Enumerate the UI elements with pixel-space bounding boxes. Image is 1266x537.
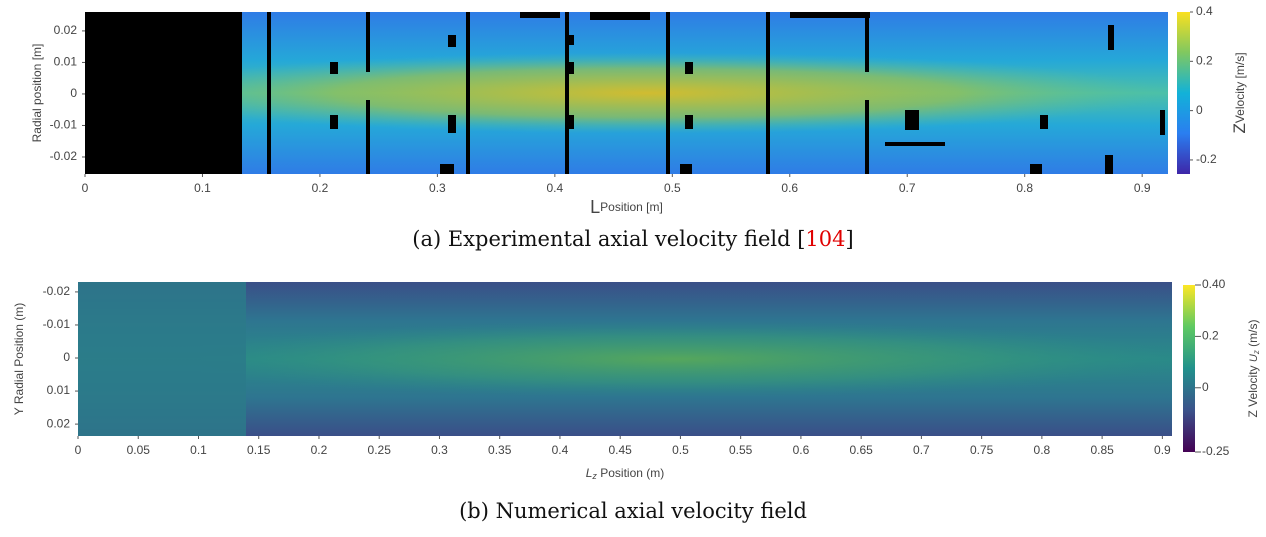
y-tick-label: -0.01 xyxy=(50,118,78,132)
x-tick-label: 0.7 xyxy=(899,181,916,195)
x-tick-label: 0.25 xyxy=(368,443,392,457)
x-tick-label: 0.65 xyxy=(849,443,873,457)
y-tick-label: 0 xyxy=(70,86,77,100)
y-tick-label: -0.02 xyxy=(43,284,71,298)
colorbar-label-subscript: z xyxy=(1252,350,1261,355)
colorbar-tick-label: -0.25 xyxy=(1202,444,1230,458)
x-tick-label: 0.85 xyxy=(1090,443,1114,457)
y-tick-label: -0.02 xyxy=(50,149,78,163)
colorbar-b xyxy=(1183,285,1195,452)
colorbar-label: ZVelocity [m/s] xyxy=(1230,52,1249,133)
colorbar-label-prefix: Z Velocity xyxy=(1246,362,1260,417)
caption: (a) Experimental axial velocity field [1… xyxy=(412,227,853,251)
x-tick-label: 0.4 xyxy=(552,443,569,457)
x-tick-label: 0.8 xyxy=(1016,181,1033,195)
x-tick-label: 0 xyxy=(82,181,89,195)
y-axis-label: Y Radial Position (m) xyxy=(12,303,26,416)
x-tick-label: 0.9 xyxy=(1134,181,1151,195)
x-tick-label: 0.5 xyxy=(664,181,681,195)
x-axis-symbol: L xyxy=(590,197,600,217)
x-tick-label: 0.35 xyxy=(488,443,512,457)
x-tick-label: 0.6 xyxy=(781,181,798,195)
citation: 104 xyxy=(805,227,845,251)
x-tick-label: 0.15 xyxy=(247,443,271,457)
colorbar-label-text: (m/s) xyxy=(1246,320,1260,351)
field-a xyxy=(85,12,1168,174)
x-tick-label: 0.4 xyxy=(547,181,564,195)
x-tick-label: 0.6 xyxy=(793,443,810,457)
colorbar-tick-label: 0.2 xyxy=(1202,329,1219,343)
colorbar-label-text: Velocity [m/s] xyxy=(1233,52,1247,123)
y-axis-label: Radial position [m] xyxy=(30,44,44,143)
x-tick-label: 0.3 xyxy=(429,181,446,195)
x-tick-label: 0.1 xyxy=(190,443,207,457)
field-b xyxy=(78,282,1172,436)
x-tick-label: 0.05 xyxy=(127,443,151,457)
x-tick-label: 0.2 xyxy=(312,181,329,195)
x-axis-text: Position (m) xyxy=(597,466,664,480)
x-tick-label: 0.55 xyxy=(729,443,753,457)
x-axis-subscript: z xyxy=(591,471,597,481)
colorbar-tick-label: 0 xyxy=(1202,380,1209,394)
x-axis-label: Lz Position (m) xyxy=(586,466,665,481)
x-tick-label: 0.7 xyxy=(913,443,930,457)
colorbar-tick-label: -0.2 xyxy=(1196,152,1217,166)
caption-close: ] xyxy=(846,227,854,251)
x-tick-label: 0.45 xyxy=(609,443,633,457)
y-tick-label: 0.01 xyxy=(54,55,78,69)
caption: (b) Numerical axial velocity field xyxy=(459,499,807,523)
colorbar-tick-label: 0.2 xyxy=(1196,53,1213,67)
y-tick-label: 0.02 xyxy=(54,23,78,37)
x-tick-label: 0.2 xyxy=(311,443,328,457)
x-tick-label: 0.9 xyxy=(1154,443,1171,457)
colorbar-a xyxy=(1177,12,1190,174)
x-tick-label: 0 xyxy=(75,443,82,457)
colorbar-tick-label: 0.40 xyxy=(1202,277,1226,291)
x-axis-symbol: L xyxy=(586,466,593,480)
colorbar-tick-label: 0 xyxy=(1196,103,1203,117)
y-tick-label: -0.01 xyxy=(43,317,71,331)
y-tick-label: 0 xyxy=(63,350,70,364)
x-tick-label: 0.5 xyxy=(672,443,689,457)
x-tick-label: 0.1 xyxy=(194,181,211,195)
caption-text: (a) Experimental axial velocity field [ xyxy=(412,227,805,251)
x-axis-text: Position [m] xyxy=(600,200,663,214)
colorbar-label-symbol: Z xyxy=(1230,123,1249,133)
y-tick-label: 0.02 xyxy=(47,416,71,430)
x-axis-label: LPosition [m] xyxy=(590,197,663,217)
y-tick-label: 0.01 xyxy=(47,383,71,397)
colorbar-label: Z Velocity Uz (m/s) xyxy=(1246,320,1261,418)
caption-text: (b) Numerical axial velocity field xyxy=(459,499,807,523)
colorbar-label-symbol: U xyxy=(1248,354,1260,362)
x-tick-label: 0.3 xyxy=(431,443,448,457)
x-tick-label: 0.8 xyxy=(1034,443,1051,457)
colorbar-tick-label: 0.4 xyxy=(1196,4,1213,18)
x-tick-label: 0.75 xyxy=(970,443,994,457)
